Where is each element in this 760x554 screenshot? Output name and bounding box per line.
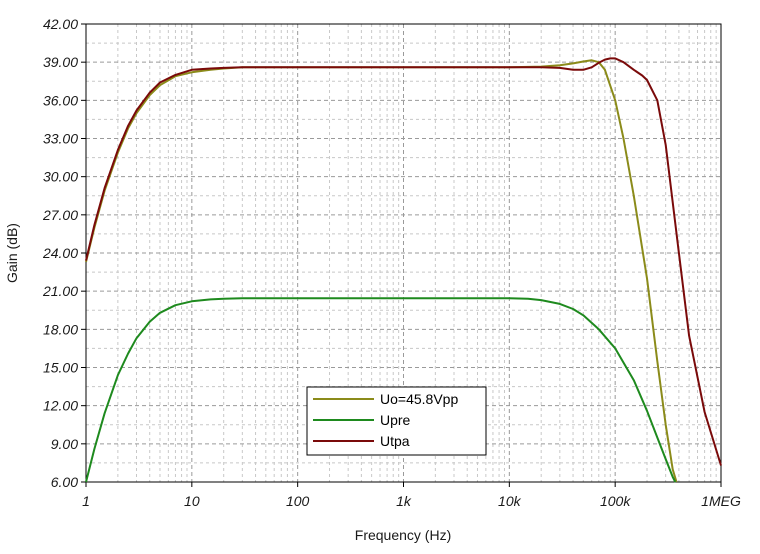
y-tick-label: 15.00 [43,360,78,376]
x-tick-label: 100 [286,493,310,509]
x-tick-label: 10 [184,493,200,509]
y-tick-label: 33.00 [43,131,78,147]
x-tick-label: 1MEG [701,493,741,509]
legend-label-2: Upre [380,412,411,428]
legend-label-3: Utpa [380,433,410,449]
y-tick-label: 18.00 [43,321,78,337]
series-line-2 [85,297,677,483]
series-lines [85,57,722,483]
x-tick-label: 100k [600,493,631,509]
x-tick-label: 1k [396,493,412,509]
y-tick-label: 9.00 [51,436,78,452]
y-tick-label: 12.00 [43,398,78,414]
y-tick-label: 36.00 [43,92,78,108]
x-axis-title: Frequency (Hz) [355,527,451,543]
y-tick-label: 21.00 [42,283,78,299]
y-tick-label: 30.00 [43,169,78,185]
y-tick-label: 27.00 [42,207,78,223]
y-tick-label: 42.00 [43,16,78,32]
series-line-3 [85,57,722,466]
x-tick-label: 1 [82,493,90,509]
legend: Uo=45.8Vpp Upre Utpa [306,386,487,456]
x-tick-label: 10k [498,493,522,509]
y-tick-label: 24.00 [42,245,78,261]
legend-label-1: Uo=45.8Vpp [380,391,458,407]
axis-ticks: 1 10 100 1k 10k 100k 1MEG 6.00 9.00 12.00 15.00 18.… [42,16,741,509]
y-axis-title: Gain (dB) [4,223,20,283]
y-tick-label: 6.00 [51,474,78,490]
grid [85,23,722,483]
y-tick-label: 39.00 [43,54,78,70]
